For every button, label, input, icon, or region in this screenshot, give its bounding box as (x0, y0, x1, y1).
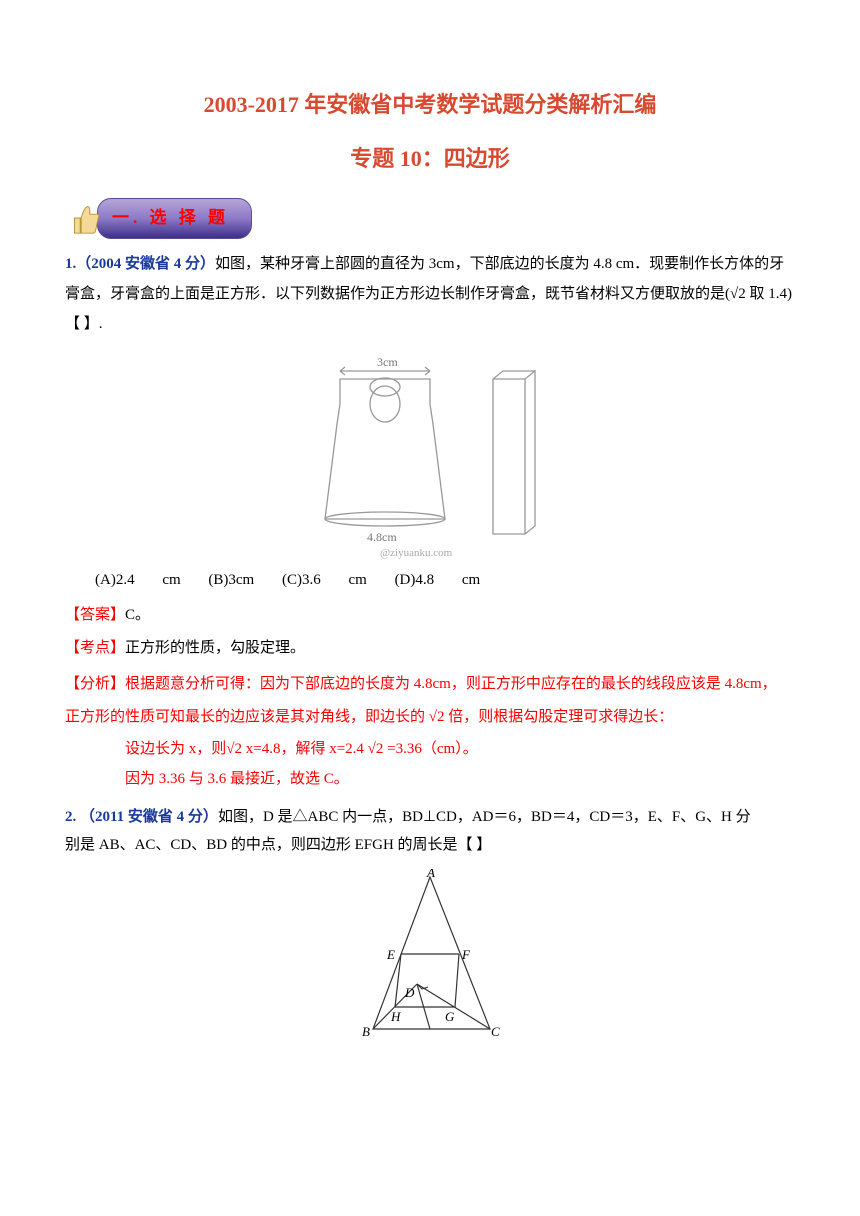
q1-calc1-sqrt1: √2 (226, 741, 242, 757)
q2-label-f: F (461, 947, 471, 962)
q1-figure-watermark: @ziyuanku.com (380, 547, 453, 559)
q1-topic: 【考点】正方形的性质，勾股定理。 (65, 635, 795, 662)
q1-answer-label: 【答案】 (65, 607, 125, 623)
q1-calc1-a: 设边长为 x，则 (125, 741, 226, 757)
q1-analysis-p2: 正方形的性质可知最长的边应该是其对角线，即边长的 √2 倍，则根据勾股定理可求得… (65, 701, 795, 734)
q1-option-a: (A)2.4 cm (95, 572, 181, 588)
q2-label-a: A (426, 869, 435, 880)
q2-label-d: D (404, 985, 415, 1000)
q1-sqrt: √2 (730, 286, 746, 302)
q1-analysis-p1: 根据题意分析可得：因为下部底边的长度为 4.8cm，则正方形中应存在的最长的线段… (125, 676, 777, 692)
q1-figure: 3cm 4.8cm @ziyuanku.com (285, 349, 575, 559)
q1-answer: 【答案】C。 (65, 602, 795, 629)
q2-label-b: B (362, 1024, 370, 1039)
q1-calc1-b: x=4.8，解得 x=2.4 (242, 741, 368, 757)
q1-analysis-p2-b: 倍，则根据勾股定理可求得边长： (445, 709, 674, 725)
section-banner-text: 一. 选 择 题 (97, 198, 252, 239)
q2-label-e: E (386, 947, 395, 962)
q1-topic-value: 正方形的性质，勾股定理。 (125, 640, 305, 656)
q2-body-b: 别是 AB、AC、CD、BD 的中点，则四边形 EFGH 的周长是【 】 (65, 832, 795, 859)
q2-label-h: H (390, 1009, 401, 1024)
q2-body-a: 如图，D 是△ABC 内一点，BD⊥CD，AD＝6，BD＝4，CD＝3，E、F、… (218, 809, 751, 825)
q1-option-b: (B)3cm (208, 572, 254, 588)
q1-topic-label: 【考点】 (65, 640, 125, 656)
question-2: 2. （2011 安徽省 4 分）如图，D 是△ABC 内一点，BD⊥CD，AD… (65, 802, 795, 832)
q1-analysis: 【分析】根据题意分析可得：因为下部底边的长度为 4.8cm，则正方形中应存在的最… (65, 668, 795, 701)
q1-calc-line1: 设边长为 x，则√2 x=4.8，解得 x=2.4 √2 =3.36（cm）。 (125, 734, 795, 764)
thumb-up-icon (65, 199, 103, 237)
section-banner: 一. 选 择 题 (65, 198, 252, 239)
q1-calc1-c: =3.36（cm）。 (383, 741, 477, 757)
q1-figure-top-label: 3cm (377, 355, 398, 369)
q1-analysis-p2-sqrt: √2 (429, 709, 445, 725)
q1-analysis-p2-a: 正方形的性质可知最长的边应该是其对角线，即边长的 (65, 709, 429, 725)
q1-option-c: (C)3.6 cm (282, 572, 367, 588)
q1-options: (A)2.4 cm (B)3cm (C)3.6 cm (D)4.8 cm (95, 567, 795, 594)
q2-prefix: 2. （2011 安徽省 4 分） (65, 809, 218, 825)
q1-prefix: 1.（2004 安徽省 4 分） (65, 256, 215, 272)
question-1: 1.（2004 安徽省 4 分）如图，某种牙膏上部圆的直径为 3cm，下部底边的… (65, 249, 795, 339)
q1-figure-bottom-label: 4.8cm (367, 530, 397, 544)
q2-label-c: C (491, 1024, 500, 1039)
q1-answer-value: C。 (125, 607, 150, 623)
q2-label-g: G (445, 1009, 455, 1024)
q1-calc1-sqrt2: √2 (368, 741, 384, 757)
q1-calc-line2: 因为 3.36 与 3.6 最接近，故选 C。 (125, 764, 795, 794)
page-title-sub: 专题 10：四边形 (65, 139, 795, 179)
page-title-main: 2003-2017 年安徽省中考数学试题分类解析汇编 (65, 85, 795, 125)
q2-figure: A B C D E F G H (345, 869, 515, 1044)
q1-option-d: (D)4.8 cm (395, 572, 481, 588)
q1-analysis-label: 【分析】 (65, 676, 125, 692)
